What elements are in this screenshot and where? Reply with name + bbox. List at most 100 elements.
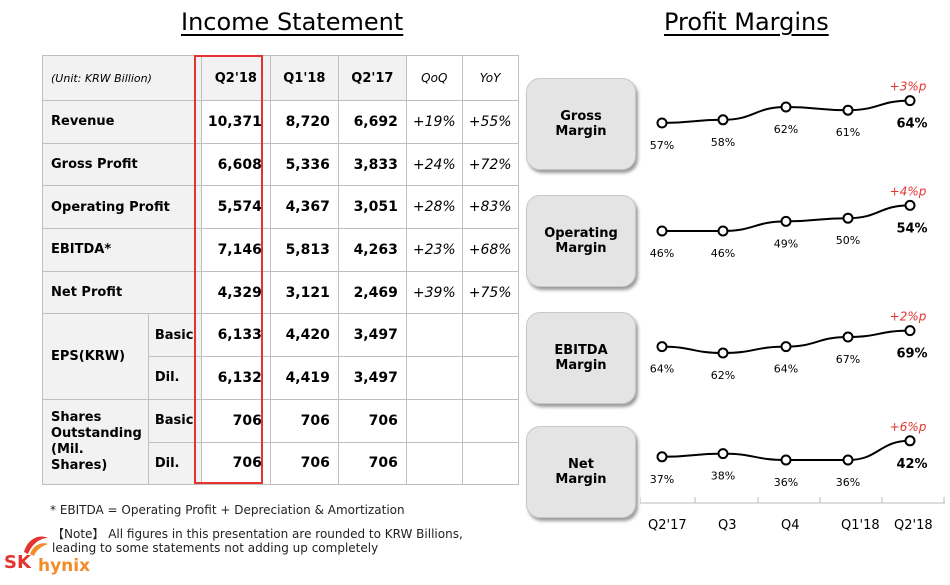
x-tick-label: Q1'18	[841, 518, 880, 533]
cell-qoq	[405, 441, 463, 486]
cell-q1-18: 4,419	[269, 356, 339, 400]
table-row: Dil. 6,132 4,419 3,497	[43, 356, 519, 400]
data-point	[656, 225, 668, 237]
change-label: +6%p	[890, 420, 927, 434]
cell-qoq	[405, 313, 463, 358]
change-label: +3%p	[890, 80, 927, 94]
cell-q2-17: 3,051	[337, 185, 407, 230]
data-label: 46%	[711, 247, 735, 260]
row-label: EBITDA*	[42, 228, 202, 272]
ebitda-margin-box: EBITDA Margin	[526, 312, 636, 404]
data-label: 50%	[836, 234, 860, 247]
cell-qoq	[405, 398, 463, 443]
data-point	[780, 101, 792, 113]
logo-sk-text: SK	[4, 552, 31, 573]
data-label: 61%	[836, 126, 860, 139]
cell-yoy: +75%	[461, 270, 519, 315]
row-label: Operating Profit	[42, 185, 202, 230]
cell-q2-18: 10,371	[200, 100, 271, 144]
data-point	[656, 341, 668, 353]
data-label: 49%	[774, 237, 798, 250]
box-label-line: Gross	[560, 109, 602, 124]
cell-yoy	[461, 313, 519, 358]
table-row: Gross Profit 6,608 5,336 3,833 +24% +72%	[42, 142, 519, 187]
sub-label-dil: Dil.	[147, 441, 202, 486]
table-row: Revenue 10,371 8,720 6,692 +19% +55%	[42, 100, 519, 144]
data-label: 58%	[711, 136, 735, 149]
header-q2-18: Q2'18	[200, 55, 271, 101]
data-label: 67%	[836, 353, 860, 366]
x-tick-label: Q4	[781, 518, 800, 533]
cell-yoy: +72%	[461, 142, 519, 187]
box-label-line: Margin	[555, 124, 607, 139]
cell-yoy	[461, 398, 519, 443]
profit-margins-line-chart: 57% 58% 62% 61% 64% +3%p 46% 46% 49% 50% 54% +4%p 64…	[640, 80, 945, 504]
shares-label-line: Outstanding	[51, 426, 142, 441]
data-point	[842, 104, 854, 116]
box-label-line: Margin	[555, 472, 607, 487]
sub-label-basic: Basic	[147, 313, 202, 358]
cell-q1-18: 4,420	[269, 313, 339, 358]
table-row: EBITDA* 7,146 5,813 4,263 +23% +68%	[42, 228, 519, 272]
cell-q2-18: 5,574	[200, 185, 271, 230]
data-point	[717, 114, 729, 126]
cell-qoq: +19%	[405, 100, 463, 144]
cell-yoy	[461, 356, 519, 400]
cell-q2-18: 4,329	[200, 270, 271, 315]
cell-q2-18: 7,146	[200, 228, 271, 272]
data-point	[656, 451, 668, 463]
x-tick-label: Q2'18	[894, 518, 933, 533]
sk-hynix-logo-icon	[24, 536, 48, 556]
data-point	[904, 435, 916, 447]
cell-q2-18: 706	[200, 441, 271, 486]
cell-q2-18: 6,133	[200, 313, 271, 358]
header-q2-17: Q2'17	[337, 55, 407, 101]
table-row: Shares Outstanding (Mil. Shares) Basic 7…	[42, 398, 519, 486]
data-point	[780, 341, 792, 353]
rounding-note: 【Note】 All figures in this presentation …	[52, 527, 463, 555]
cell-qoq: +23%	[405, 228, 463, 272]
data-point	[717, 347, 729, 359]
sub-label-dil: Dil.	[147, 356, 202, 400]
cell-yoy: +55%	[461, 100, 519, 144]
data-point	[842, 454, 854, 466]
shares-label-line: Shares	[51, 410, 102, 425]
cell-q2-18: 6,608	[200, 142, 271, 187]
box-label-line: Margin	[555, 358, 607, 373]
cell-yoy	[461, 441, 519, 486]
cell-qoq: +24%	[405, 142, 463, 187]
cell-q1-18: 5,336	[269, 142, 339, 187]
table-header-row: (Unit: KRW Billion) Q2'18 Q1'18 Q2'17 Qo…	[42, 55, 519, 101]
box-label-line: Net	[568, 457, 594, 472]
cell-q1-18: 3,121	[269, 270, 339, 315]
data-label: 54%	[896, 221, 927, 236]
box-label-line: EBITDA	[554, 343, 608, 358]
x-tick-label: Q2'17	[648, 518, 687, 533]
cell-q2-18: 6,132	[200, 356, 271, 400]
data-label: 36%	[836, 476, 860, 489]
income-statement-heading: Income Statement	[181, 8, 404, 36]
data-point	[656, 117, 668, 129]
cell-q1-18: 4,367	[269, 185, 339, 230]
eps-label: EPS(KRW)	[42, 313, 149, 400]
box-label-line: Margin	[555, 241, 607, 256]
unit-label: (Unit: KRW Billion)	[42, 55, 202, 101]
data-point	[842, 331, 854, 343]
cell-q1-18: 706	[269, 441, 339, 486]
cell-yoy: +83%	[461, 185, 519, 230]
table-row: Operating Profit 5,574 4,367 3,051 +28% …	[42, 185, 519, 230]
profit-margins-heading: Profit Margins	[664, 8, 829, 36]
data-label: 57%	[650, 139, 674, 152]
cell-q1-18: 8,720	[269, 100, 339, 144]
row-label: Net Profit	[42, 270, 202, 315]
data-point	[904, 199, 916, 211]
cell-qoq: +39%	[405, 270, 463, 315]
data-label: 64%	[650, 363, 674, 376]
cell-q2-17: 706	[337, 441, 407, 486]
shares-label-line: (Mil.	[51, 442, 84, 457]
data-label: 36%	[774, 476, 798, 489]
shares-label: Shares Outstanding (Mil. Shares)	[42, 398, 149, 486]
change-label: +2%p	[890, 310, 927, 324]
operating-margin-box: Operating Margin	[526, 195, 636, 287]
cell-q1-18: 5,813	[269, 228, 339, 272]
